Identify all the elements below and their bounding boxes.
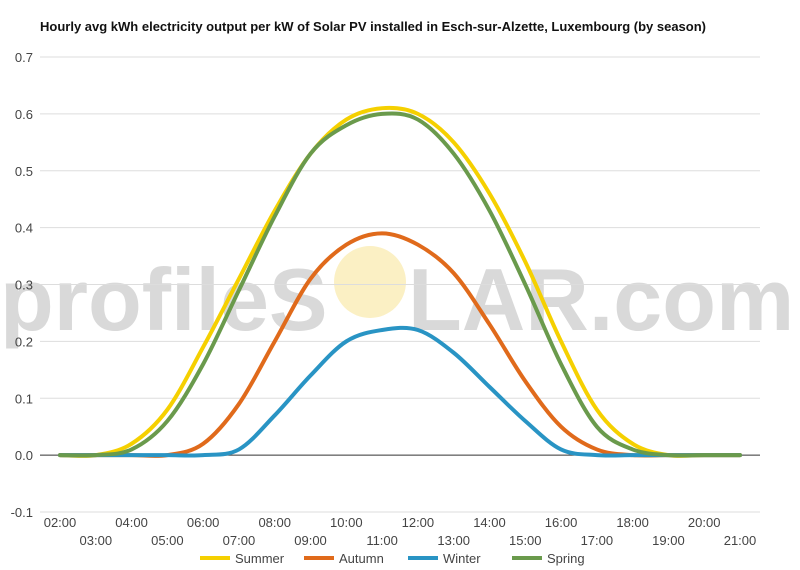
x-tick-label: 02:00 [44,515,77,530]
chart-title: Hourly avg kWh electricity output per kW… [40,19,707,34]
watermark-right: LAR.com [408,250,794,349]
legend: Summer Autumn Winter Spring [200,551,585,566]
x-tick-label: 11:00 [366,533,398,548]
legend-swatch-spring [512,556,542,560]
series-line-winter [58,325,742,458]
y-tick-label: 0.7 [15,50,33,65]
y-tick-label: 0.4 [15,221,33,236]
watermark: profileS LAR.com [0,246,794,349]
x-tick-label: 06:00 [187,515,220,530]
watermark-left: profileS [0,250,328,349]
x-tick-label: 04:00 [115,515,148,530]
y-tick-label: 0.6 [15,107,33,122]
y-tick-label: 0.2 [15,334,33,349]
x-tick-label: 17:00 [581,533,614,548]
x-tick-label: 07:00 [223,533,256,548]
x-tick-label: 15:00 [509,533,542,548]
x-tick-label: 16:00 [545,515,578,530]
legend-label-autumn: Autumn [339,551,384,566]
x-tick-label: 09:00 [294,533,327,548]
y-tick-label: 0.0 [15,448,33,463]
watermark-sun-icon [334,246,406,318]
x-tick-label: 21:00 [724,533,757,548]
y-tick-label: -0.1 [11,505,33,520]
x-tick-label: 08:00 [258,515,291,530]
legend-swatch-summer [200,556,230,560]
legend-label-winter: Winter [443,551,481,566]
series-line-summer [58,105,742,458]
grid [40,56,760,513]
x-tick-label: 05:00 [151,533,184,548]
x-tick-label: 19:00 [652,533,685,548]
x-tick-label: 18:00 [616,515,649,530]
x-tick-label: 20:00 [688,515,721,530]
y-tick-label: 0.5 [15,164,33,179]
y-tick-label: 0.1 [15,391,33,406]
x-tick-label: 03:00 [80,533,113,548]
x-tick-label: 13:00 [437,533,470,548]
series-line-spring [58,111,742,458]
legend-swatch-winter [408,556,438,560]
legend-swatch-autumn [304,556,334,560]
series-lines [58,105,742,458]
x-axis: 02:0003:0004:0005:0006:0007:0008:0009:00… [44,515,757,548]
x-tick-label: 14:00 [473,515,506,530]
y-axis: -0.1 0.0 0.1 0.2 0.3 0.4 0.5 0.6 0.7 [11,50,33,520]
x-tick-label: 10:00 [330,515,363,530]
legend-label-summer: Summer [235,551,285,566]
legend-label-spring: Spring [547,551,585,566]
y-tick-label: 0.3 [15,278,33,293]
x-tick-label: 12:00 [402,515,435,530]
